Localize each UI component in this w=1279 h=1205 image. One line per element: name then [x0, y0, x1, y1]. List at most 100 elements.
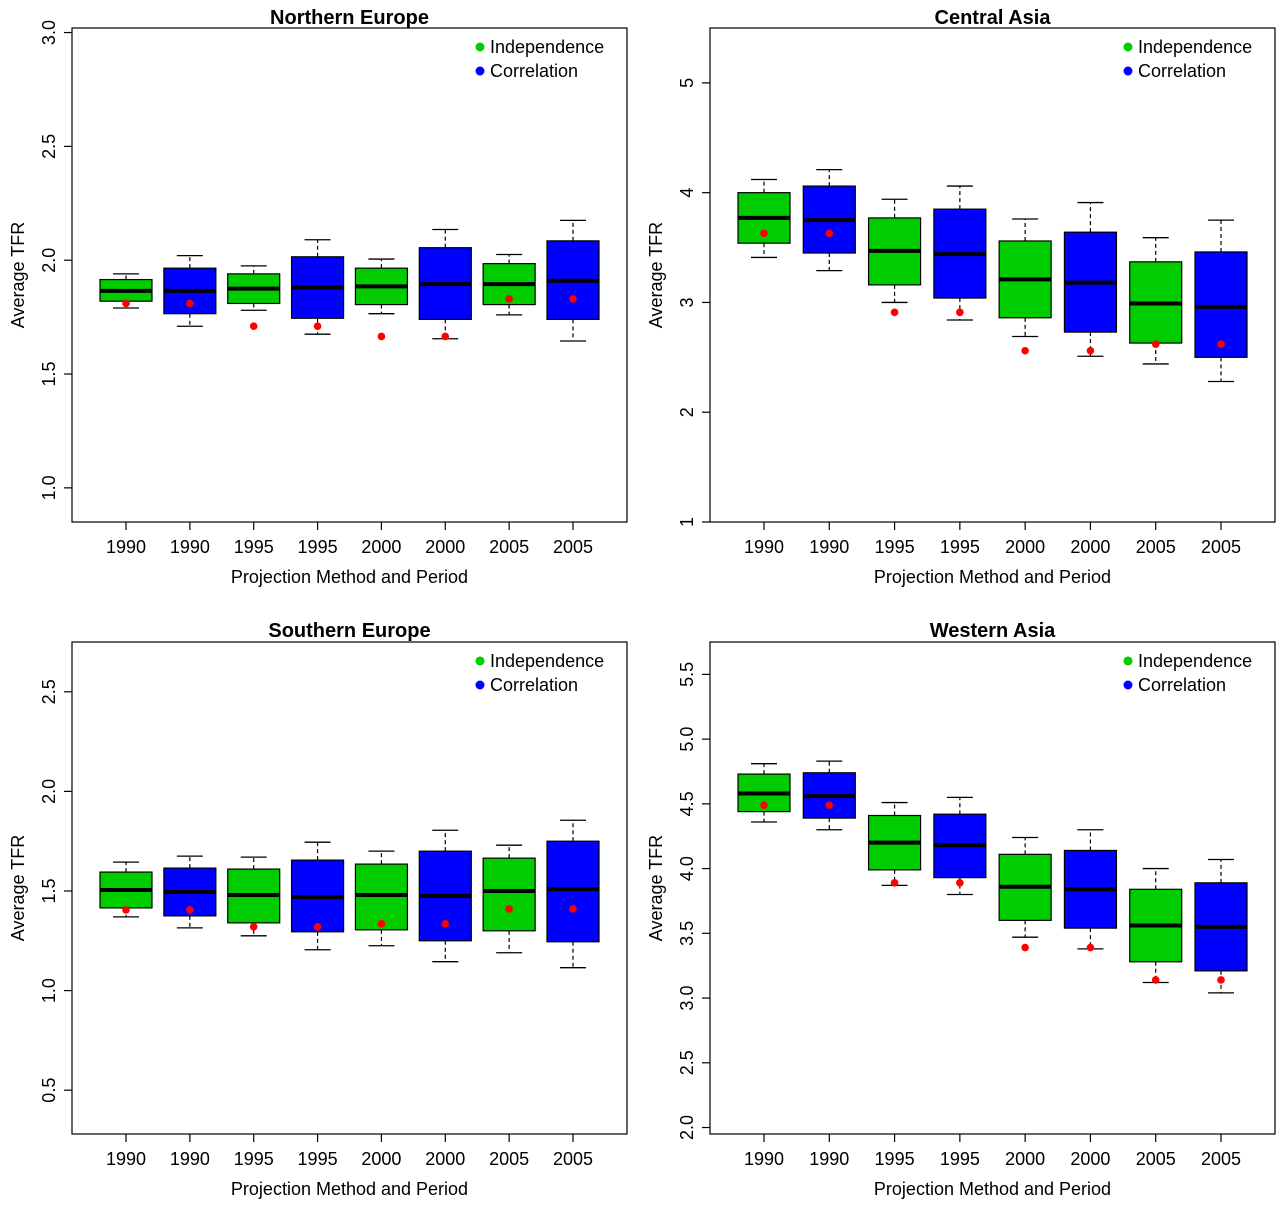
x-axis-label: Projection Method and Period — [231, 567, 468, 587]
x-tick-label: 1990 — [809, 537, 849, 557]
box-1 — [737, 178, 791, 259]
plot-frame — [71, 641, 628, 1135]
box-3 — [227, 265, 281, 331]
legend-marker — [475, 656, 485, 666]
box-3 — [227, 856, 281, 937]
box-6 — [418, 228, 472, 341]
observed-point — [760, 801, 768, 809]
box-6 — [1063, 829, 1118, 952]
x-tick-label: 2000 — [425, 1149, 465, 1169]
y-tick-label: 2.0 — [39, 779, 59, 804]
observed-point — [505, 905, 513, 913]
y-tick-label: 1.0 — [39, 475, 59, 500]
y-tick-label: 4.5 — [677, 791, 697, 816]
legend-marker — [1123, 42, 1133, 52]
y-tick-label: 2.5 — [39, 134, 59, 159]
plot-frame — [709, 27, 1276, 523]
x-tick-label: 2005 — [489, 537, 529, 557]
x-tick-label: 2005 — [1201, 537, 1241, 557]
observed-point — [1151, 976, 1160, 984]
chart-title: Northern Europe — [270, 7, 429, 29]
observed-point — [760, 229, 768, 238]
x-tick-label: 2000 — [361, 1149, 401, 1169]
x-axis-label: Projection Method and Period — [874, 567, 1111, 587]
legend-label: Independence — [490, 651, 604, 671]
x-tick-label: 2005 — [1201, 1149, 1241, 1169]
observed-point — [825, 801, 834, 809]
y-tick-label: 5.5 — [677, 662, 697, 687]
legend: Independence Correlation — [1123, 37, 1252, 81]
observed-point — [890, 308, 899, 317]
chart-title: Western Asia — [930, 620, 1056, 642]
box-5 — [998, 218, 1052, 355]
observed-point — [313, 923, 322, 931]
observed-point — [377, 920, 386, 928]
y-axis-label: Average TFR — [8, 222, 28, 328]
observed-point — [1021, 943, 1029, 952]
legend: Independence Correlation — [475, 651, 604, 695]
box-2 — [802, 168, 856, 272]
x-tick-label: 1990 — [106, 1149, 146, 1169]
observed-point — [249, 322, 258, 331]
x-tick-label: 1990 — [170, 537, 210, 557]
box-6 — [418, 829, 472, 963]
observed-point — [1217, 976, 1225, 984]
observed-point — [890, 879, 899, 887]
box-8 — [546, 819, 600, 969]
x-tick-label: 1995 — [298, 1149, 338, 1169]
plot-frame — [709, 641, 1276, 1135]
box-1 — [99, 273, 153, 309]
y-tick-label: 3.0 — [39, 20, 59, 45]
box-5 — [354, 850, 409, 947]
observed-point — [1151, 340, 1160, 348]
observed-point — [313, 322, 322, 331]
observed-point — [441, 920, 450, 928]
observed-point — [377, 332, 386, 341]
y-tick-label: 4.0 — [677, 856, 697, 881]
legend-label: Independence — [1138, 651, 1252, 671]
y-tick-label: 0.5 — [39, 1078, 59, 1103]
legend-label: Correlation — [490, 675, 578, 695]
legend-label: Independence — [1138, 37, 1252, 57]
box-2 — [163, 855, 217, 929]
x-axis-label: Projection Method and Period — [231, 1179, 468, 1199]
y-tick-label: 2 — [677, 407, 697, 417]
box-5 — [354, 258, 409, 341]
x-tick-label: 2005 — [553, 537, 593, 557]
observed-point — [122, 299, 130, 308]
x-tick-label: 2005 — [553, 1149, 593, 1169]
panel-southern-europe: Southern Europe Projection Method and Per… — [8, 620, 628, 1199]
observed-point — [186, 906, 194, 914]
observed-point — [249, 923, 258, 931]
legend-label: Independence — [490, 37, 604, 57]
box-7 — [1129, 867, 1183, 984]
x-tick-label: 2000 — [1005, 1149, 1045, 1169]
y-tick-label: 1.5 — [39, 362, 59, 387]
observed-point — [1217, 340, 1225, 348]
y-tick-label: 5 — [677, 78, 697, 88]
box-3 — [867, 198, 922, 317]
chart-title: Southern Europe — [268, 620, 430, 642]
box-4 — [933, 185, 987, 321]
panel-central-asia: Central Asia Projection Method and Period… — [646, 7, 1276, 587]
y-axis-label: Average TFR — [646, 835, 666, 941]
observed-point — [569, 905, 577, 913]
x-axis-label: Projection Method and Period — [874, 1179, 1111, 1199]
x-tick-label: 2000 — [1070, 537, 1110, 557]
y-tick-label: 4 — [677, 188, 697, 198]
observed-point — [825, 229, 834, 238]
box-7 — [482, 253, 536, 316]
box-6 — [1063, 201, 1118, 357]
x-tick-label: 1995 — [298, 537, 338, 557]
legend: Independence Correlation — [475, 37, 604, 81]
observed-point — [1021, 346, 1029, 355]
x-tick-label: 2000 — [1005, 537, 1045, 557]
y-tick-label: 1.5 — [39, 878, 59, 903]
box-1 — [737, 763, 791, 823]
y-tick-label: 2.5 — [39, 679, 59, 704]
x-tick-label: 2005 — [1136, 1149, 1176, 1169]
x-tick-label: 1990 — [744, 1149, 784, 1169]
x-tick-label: 1995 — [234, 537, 274, 557]
legend-marker — [475, 42, 485, 52]
